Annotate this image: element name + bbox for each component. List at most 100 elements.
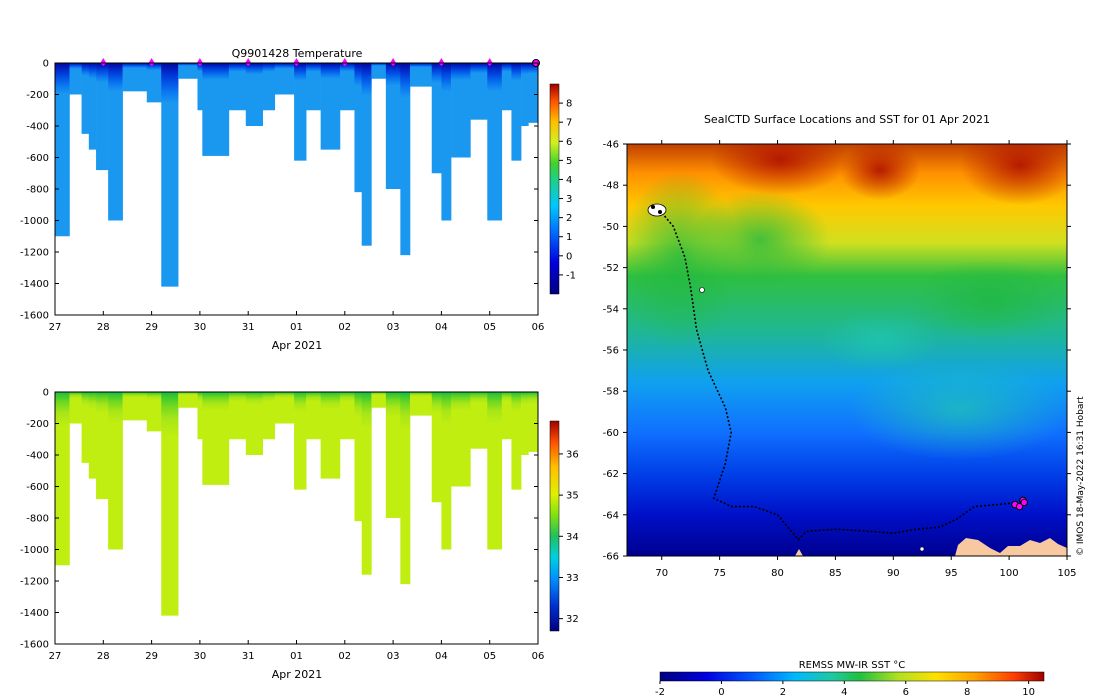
x-tick-label: 04 xyxy=(435,651,448,662)
profile-column xyxy=(451,63,471,158)
profile-column xyxy=(161,63,179,287)
sst-warm-patch xyxy=(710,144,850,195)
temperature-x-axis: 27 28 29 30 31 01 02 03 04 05 06 xyxy=(49,311,544,333)
profile-column xyxy=(361,392,372,575)
x-tick-label: 04 xyxy=(435,322,448,333)
lat-tick-label: -62 xyxy=(603,469,619,480)
profile-column xyxy=(521,63,529,126)
colorbar-tick-label: 34 xyxy=(566,532,579,543)
salinity-y-axis: 0 -200 -400 -600 -800 -1000 -1200 -1400 -1600 xyxy=(20,388,538,651)
profile-column xyxy=(501,392,512,440)
sst-colorbar-tick-label: -2 xyxy=(655,687,665,698)
x-tick-label: 02 xyxy=(338,651,351,662)
profile-column xyxy=(371,63,387,79)
profile-column xyxy=(88,63,97,150)
lat-tick-label: -46 xyxy=(603,140,619,151)
colorbar-tick-label: 35 xyxy=(566,491,579,502)
profile-column xyxy=(528,63,538,123)
sst-map-latitude-axis: -46 -48 -50 -52 -54 -56 -58 -60 -62 -64 -66 xyxy=(603,140,1071,563)
profile-column xyxy=(354,63,363,193)
profile-column xyxy=(487,63,503,221)
x-tick-label: 28 xyxy=(97,322,110,333)
y-tick-label: -1600 xyxy=(20,640,49,651)
profile-marker xyxy=(245,58,252,66)
sst-colorbar: REMSS MW-IR SST °C -2 0 2 4 6 8 10 xyxy=(655,660,1045,698)
antarctic-land xyxy=(795,549,803,556)
small-island-marker xyxy=(699,287,705,293)
profile-column xyxy=(339,63,355,111)
profile-column xyxy=(410,63,433,87)
colorbar-tick-label: 1 xyxy=(566,232,572,243)
profile-column xyxy=(361,63,372,246)
lat-tick-label: -48 xyxy=(603,181,619,192)
y-tick-label: -1000 xyxy=(20,545,49,556)
colorbar-tick-label: 3 xyxy=(566,194,572,205)
y-tick-label: -600 xyxy=(26,482,49,493)
lat-tick-label: -66 xyxy=(603,552,619,563)
salinity-colorbar: 36 35 34 33 32 xyxy=(549,420,579,632)
recent-positions xyxy=(1011,496,1028,511)
profile-column xyxy=(146,63,162,103)
profile-column xyxy=(245,63,263,126)
profile-column xyxy=(96,392,109,500)
profile-column xyxy=(81,63,90,134)
profile-column xyxy=(202,392,230,485)
profile-column xyxy=(320,392,341,479)
recent-position-marker xyxy=(1015,502,1024,511)
lon-tick-label: 75 xyxy=(713,568,726,579)
x-tick-label: 29 xyxy=(145,322,158,333)
antarctic-land xyxy=(955,538,1067,556)
lat-tick-label: -50 xyxy=(603,222,619,233)
profile-column xyxy=(528,392,538,452)
colorbar-tick-label: 0 xyxy=(566,251,572,262)
seal-track xyxy=(658,209,1021,541)
lat-tick-label: -64 xyxy=(603,510,619,521)
x-tick-label: 02 xyxy=(338,322,351,333)
colorbar-tick-label: -1 xyxy=(566,270,576,281)
x-tick-label: 01 xyxy=(290,322,303,333)
x-tick-label: 29 xyxy=(145,651,158,662)
y-tick-label: -1200 xyxy=(20,248,49,259)
profile-column xyxy=(306,392,321,440)
x-tick-label: 06 xyxy=(532,651,545,662)
sst-cyan-patch xyxy=(820,310,940,370)
x-tick-label: 01 xyxy=(290,651,303,662)
profile-column xyxy=(470,392,488,449)
profile-column xyxy=(320,63,341,150)
lon-tick-label: 105 xyxy=(1057,568,1076,579)
x-tick-label: 05 xyxy=(483,651,496,662)
profile-column xyxy=(339,392,355,440)
profile-column xyxy=(400,63,411,256)
profile-column xyxy=(274,392,295,424)
profile-column xyxy=(431,392,442,503)
profile-column xyxy=(385,392,401,518)
small-island-marker xyxy=(919,546,925,552)
profile-column xyxy=(228,392,247,440)
sst-colorbar-tick-label: 0 xyxy=(718,687,724,698)
profile-column xyxy=(431,63,442,174)
sst-cyan-patch xyxy=(850,360,1067,460)
sst-colorbar-tick-label: 8 xyxy=(964,687,970,698)
y-tick-label: -200 xyxy=(26,419,49,430)
profile-column xyxy=(470,63,488,120)
x-tick-label: 27 xyxy=(49,322,62,333)
y-tick-label: 0 xyxy=(43,59,49,70)
profile-column xyxy=(511,392,522,490)
lat-tick-label: -56 xyxy=(603,346,619,357)
profile-column xyxy=(521,392,529,455)
salinity-colorbar-scale xyxy=(549,420,560,632)
profile-column xyxy=(306,63,321,111)
lat-tick-label: -58 xyxy=(603,387,619,398)
sst-map: SealCTD Surface Locations and SST for 01… xyxy=(603,113,1077,698)
profile-marker xyxy=(148,58,155,66)
y-tick-label: -400 xyxy=(26,122,49,133)
profile-marker xyxy=(341,58,348,66)
profile-column xyxy=(146,392,162,432)
sst-colorbar-scale xyxy=(659,671,1045,682)
temperature-chart-title: Q9901428 Temperature xyxy=(232,47,363,60)
profile-column xyxy=(274,63,295,95)
sst-colorbar-tick-label: 10 xyxy=(1022,687,1035,698)
lat-tick-label: -54 xyxy=(603,304,619,315)
y-tick-label: 0 xyxy=(43,388,49,399)
profile-column xyxy=(81,392,90,463)
